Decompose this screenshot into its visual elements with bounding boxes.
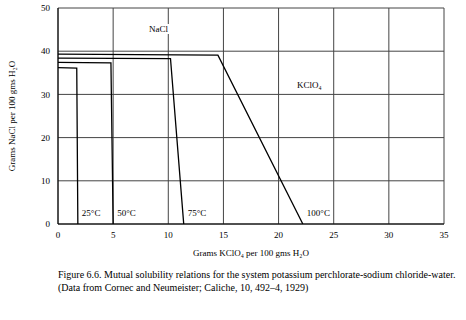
svg-text:5: 5 — [111, 230, 116, 240]
html-text:NaCl: NaCl — [149, 24, 168, 34]
html-text:KClO₄: KClO₄ — [297, 80, 322, 90]
svg-text:75°C: 75°C — [188, 208, 207, 218]
svg-text:Grams NaCl per 100 gms H₂O: Grams NaCl per 100 gms H₂O — [8, 60, 17, 171]
svg-text:30: 30 — [384, 230, 394, 240]
html-text:Figure 6.6. Mutual solubility: Figure 6.6. Mutual solubility relations … — [58, 269, 456, 293]
svg-text:0: 0 — [46, 219, 51, 229]
svg-text:Grams KClO₄ per 100 gms H₂O: Grams KClO₄ per 100 gms H₂O — [193, 248, 310, 258]
svg-text:10: 10 — [41, 176, 51, 186]
svg-text:25: 25 — [329, 230, 339, 240]
svg-text:20: 20 — [41, 133, 51, 143]
svg-text:10: 10 — [164, 230, 174, 240]
svg-text:50°C: 50°C — [117, 208, 136, 218]
svg-text:30: 30 — [41, 90, 51, 100]
svg-text:0: 0 — [56, 230, 61, 240]
svg-text:40: 40 — [41, 46, 51, 56]
svg-text:20: 20 — [274, 230, 284, 240]
svg-text:100°C: 100°C — [307, 208, 330, 218]
svg-text:50: 50 — [41, 3, 51, 13]
svg-text:35: 35 — [440, 230, 450, 240]
svg-text:25°C: 25°C — [82, 208, 101, 218]
svg-text:15: 15 — [219, 230, 229, 240]
